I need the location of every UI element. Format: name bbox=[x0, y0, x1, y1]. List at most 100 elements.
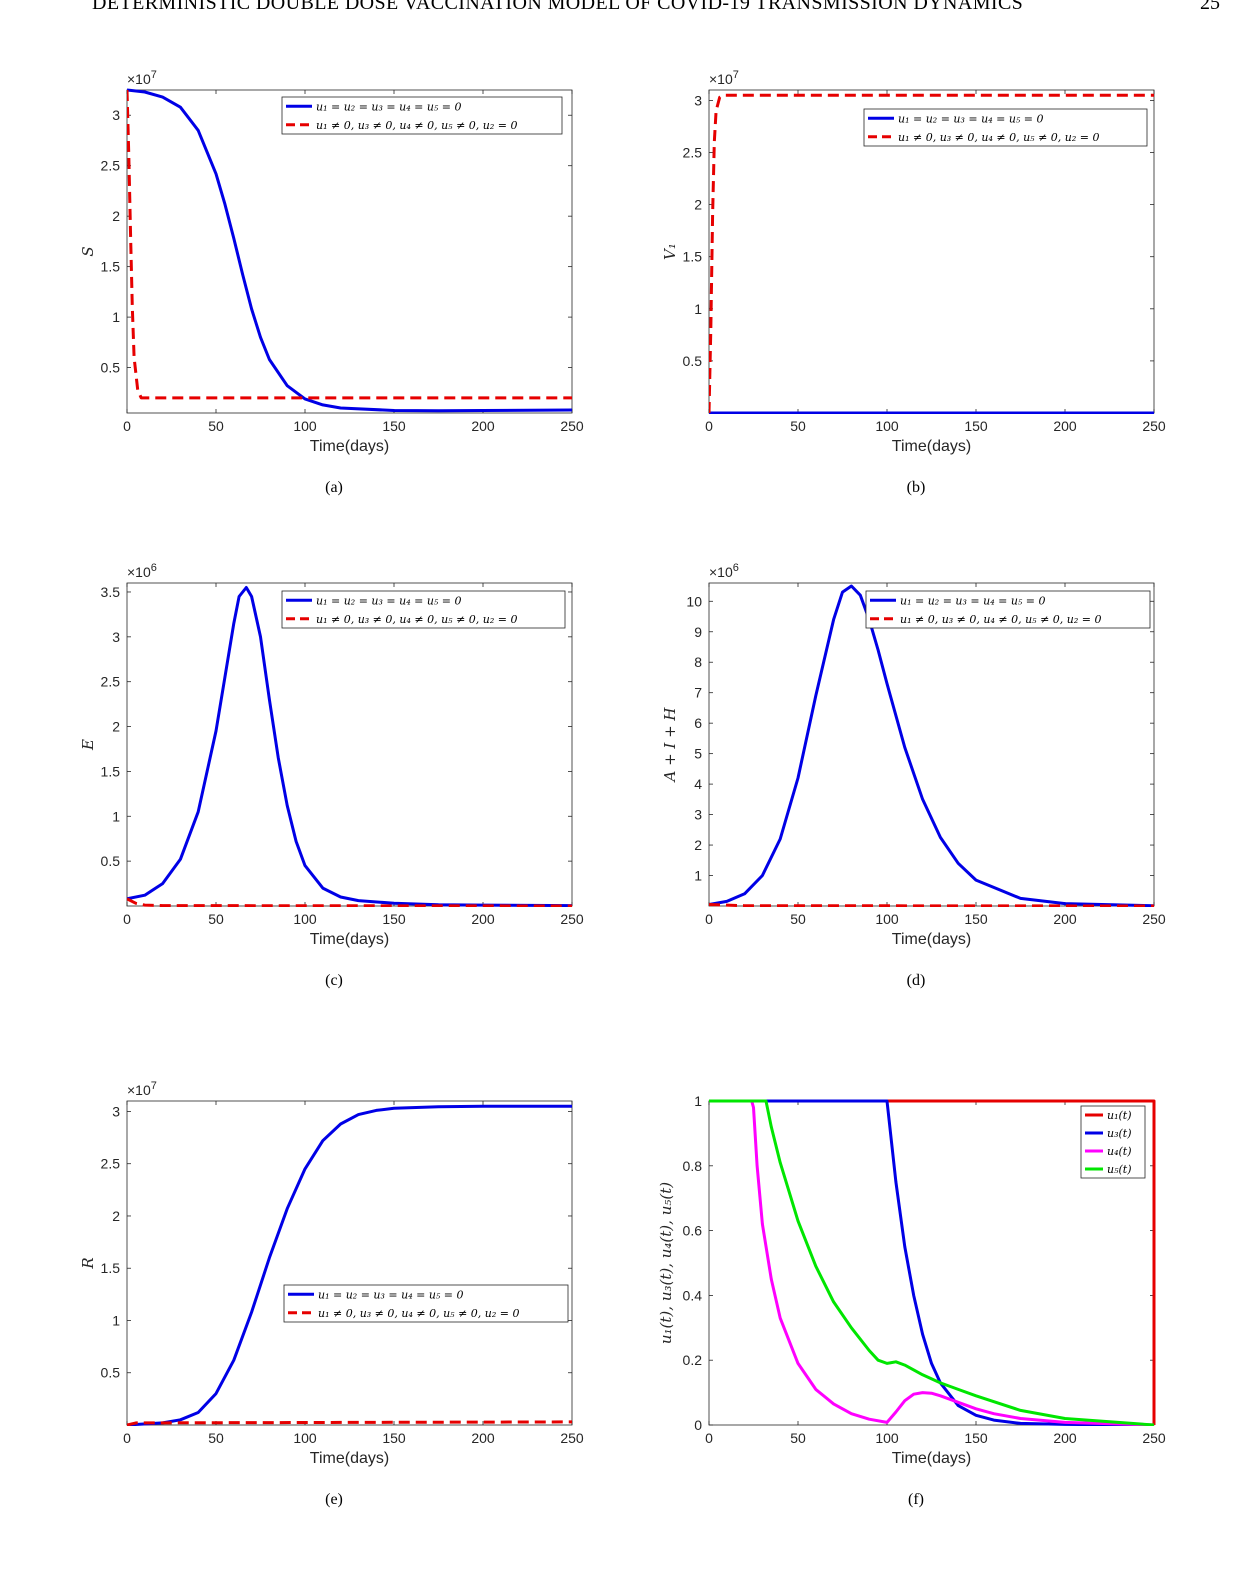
legend-entry: u₁ ≠ 0, u₃ ≠ 0, u₄ ≠ 0, u₅ ≠ 0, u₂ = 0 bbox=[316, 119, 518, 132]
y-tick-label: 1.5 bbox=[683, 249, 703, 265]
x-tick-label: 200 bbox=[1053, 911, 1077, 927]
y-exponent-power: 6 bbox=[733, 562, 739, 574]
y-tick-label: 3 bbox=[694, 807, 702, 823]
legend-entry: u₁ ≠ 0, u₃ ≠ 0, u₄ ≠ 0, u₅ ≠ 0, u₂ = 0 bbox=[318, 1307, 520, 1320]
y-tick-label: 1 bbox=[112, 1312, 120, 1328]
y-exponent-power: 7 bbox=[733, 69, 739, 81]
legend-entry: u₁ ≠ 0, u₃ ≠ 0, u₄ ≠ 0, u₅ ≠ 0, u₂ = 0 bbox=[316, 613, 518, 626]
x-tick-label: 0 bbox=[123, 1430, 131, 1446]
axes-box bbox=[126, 1100, 573, 1426]
legend-entry: u₁ = u₂ = u₃ = u₄ = u₅ = 0 bbox=[316, 594, 462, 607]
y-tick-label: 3.5 bbox=[101, 584, 121, 600]
x-tick-label: 250 bbox=[1142, 911, 1166, 927]
x-tick-label: 100 bbox=[875, 911, 899, 927]
legend-box bbox=[281, 96, 563, 135]
y-tick-label: 1 bbox=[694, 1093, 702, 1109]
x-tick-label: 0 bbox=[123, 418, 131, 434]
chart-f: 0 50 100 150 200 250 0 0.2 0.4 0.6 0.8 1 Time(days) u… bbox=[657, 1093, 1166, 1508]
legend-entry: u₁ = u₂ = u₃ = u₄ = u₅ = 0 bbox=[316, 100, 462, 113]
x-tick-label: 150 bbox=[964, 1430, 988, 1446]
legend-box bbox=[281, 590, 566, 629]
x-axis-label: Time(days) bbox=[310, 1450, 389, 1467]
chart-d: 0 50 100 150 200 250 1 2 3 4 5 6 7 8 9 10 ×106 Time(days)… bbox=[661, 562, 1166, 989]
x-tick-label: 150 bbox=[382, 911, 406, 927]
y-tick-label: 8 bbox=[694, 654, 702, 670]
series-line-control bbox=[709, 903, 1155, 907]
x-tick-label: 250 bbox=[560, 911, 584, 927]
page-number: 25 bbox=[1200, 0, 1220, 14]
x-tick-label: 250 bbox=[560, 1430, 584, 1446]
y-tick-label: 0 bbox=[694, 1417, 702, 1433]
y-tick-label: 9 bbox=[694, 624, 702, 640]
legend: u₁ = u₂ = u₃ = u₄ = u₅ = 0 u₁ ≠ 0, u₃ ≠ 0… bbox=[281, 96, 563, 135]
series-line-u3 bbox=[709, 1099, 1155, 1426]
x-tick-label: 0 bbox=[705, 1430, 713, 1446]
legend-entry: u₁ = u₂ = u₃ = u₄ = u₅ = 0 bbox=[900, 594, 1046, 607]
y-tick-label: 1 bbox=[694, 868, 702, 884]
y-tick-label: 3 bbox=[112, 629, 120, 645]
chart-e: 0 50 100 150 200 250 0.5 1 1.5 2 2.5 3 ×107 Time(days… bbox=[79, 1080, 584, 1508]
legend-entry: u₁ ≠ 0, u₃ ≠ 0, u₄ ≠ 0, u₅ ≠ 0, u₂ = 0 bbox=[900, 613, 1102, 626]
x-tick-label: 100 bbox=[875, 1430, 899, 1446]
series-line-no_control bbox=[127, 586, 573, 907]
y-tick-label: 6 bbox=[694, 715, 702, 731]
y-tick-label: 10 bbox=[686, 593, 702, 609]
x-tick-label: 0 bbox=[705, 418, 713, 434]
chart-c: 0 50 100 150 200 250 0.5 1 1.5 2 2.5 3 3.5 ×106 Time(d… bbox=[79, 562, 584, 989]
chart-a: 0 50 100 150 200 250 0.5 1 1.5 2 2.5 3 ×107 Time(days… bbox=[79, 69, 584, 496]
y-axis-label: R bbox=[79, 1257, 97, 1269]
legend-entry: u₁ = u₂ = u₃ = u₄ = u₅ = 0 bbox=[318, 1288, 464, 1301]
y-tick-label: 1.5 bbox=[101, 1260, 121, 1276]
x-axis-label: Time(days) bbox=[310, 438, 389, 455]
y-tick-label: 2.5 bbox=[683, 145, 703, 161]
y-exponent: ×107 bbox=[127, 69, 157, 87]
x-tick-label: 50 bbox=[208, 1430, 224, 1446]
x-tick-label: 150 bbox=[964, 418, 988, 434]
y-exponent: ×107 bbox=[127, 1080, 157, 1098]
y-axis-label: E bbox=[79, 739, 97, 751]
axes-box bbox=[126, 89, 573, 414]
legend: u₁(t) u₃(t) u₄(t) u₅(t) bbox=[1080, 1105, 1146, 1179]
legend-entry: u₁ ≠ 0, u₃ ≠ 0, u₄ ≠ 0, u₅ ≠ 0, u₂ = 0 bbox=[898, 131, 1100, 144]
y-tick-label: 3 bbox=[112, 1103, 120, 1119]
y-tick-label: 0.4 bbox=[683, 1287, 703, 1303]
legend-entry: u₁ = u₂ = u₃ = u₄ = u₅ = 0 bbox=[898, 112, 1044, 125]
y-exponent: ×107 bbox=[709, 69, 739, 87]
y-tick-label: 2 bbox=[694, 837, 702, 853]
x-tick-label: 100 bbox=[293, 911, 317, 927]
page-header: DETERMINISTIC DOUBLE DOSE VACCINATION MO… bbox=[0, 0, 1234, 34]
y-tick-label: 5 bbox=[694, 746, 702, 762]
y-exponent: ×106 bbox=[127, 562, 157, 580]
chart-b: 0 50 100 150 200 250 0.5 1 1.5 2 2.5 3 ×107 Time(days… bbox=[661, 69, 1166, 496]
y-tick-label: 2 bbox=[112, 1208, 120, 1224]
y-tick-label: 2 bbox=[112, 719, 120, 735]
y-exponent-power: 6 bbox=[151, 562, 157, 574]
x-tick-label: 200 bbox=[471, 1430, 495, 1446]
y-tick-label: 0.8 bbox=[683, 1158, 703, 1174]
x-tick-label: 50 bbox=[208, 418, 224, 434]
series-line-no_control bbox=[127, 88, 573, 413]
legend-box bbox=[1080, 1105, 1146, 1179]
y-tick-label: 1.5 bbox=[101, 259, 121, 275]
y-tick-label: 1.5 bbox=[101, 763, 121, 779]
x-axis-label: Time(days) bbox=[310, 931, 389, 948]
y-tick-label: 2.5 bbox=[101, 158, 121, 174]
series-line-no_control bbox=[127, 1104, 572, 1426]
x-axis-label: Time(days) bbox=[892, 931, 971, 948]
legend: u₁ = u₂ = u₃ = u₄ = u₅ = 0 u₁ ≠ 0, u₃ ≠ 0… bbox=[865, 590, 1151, 629]
x-tick-label: 200 bbox=[1053, 1430, 1077, 1446]
series-line-no_control bbox=[709, 584, 1155, 907]
axes-box bbox=[126, 582, 573, 907]
x-tick-label: 150 bbox=[382, 418, 406, 434]
y-tick-label: 2 bbox=[694, 197, 702, 213]
y-exponent-power: 7 bbox=[151, 69, 157, 81]
y-tick-label: 0.2 bbox=[683, 1352, 703, 1368]
series-line-control bbox=[127, 89, 572, 400]
series-line-control bbox=[709, 93, 1154, 414]
x-tick-label: 200 bbox=[471, 911, 495, 927]
subfigure-caption: (d) bbox=[907, 972, 926, 989]
y-tick-label: 0.5 bbox=[101, 1365, 121, 1381]
y-exponent: ×106 bbox=[709, 562, 739, 580]
legend-box bbox=[865, 590, 1151, 629]
